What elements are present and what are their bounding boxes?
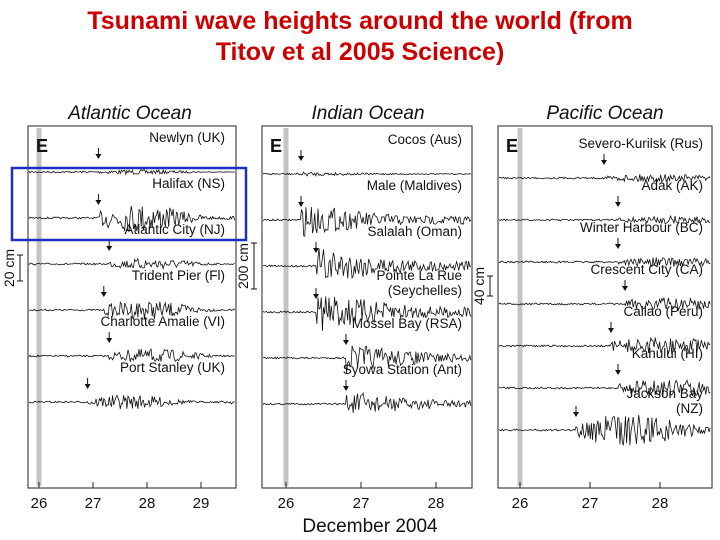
panel-frame bbox=[497, 125, 713, 489]
highlight-box bbox=[10, 166, 248, 242]
series-trace bbox=[498, 297, 711, 312]
panel-title: Atlantic Ocean bbox=[67, 103, 192, 124]
series-trace bbox=[262, 248, 472, 280]
arrival-arrow-head bbox=[622, 286, 628, 291]
series-label: Mossel Bay (RSA) bbox=[352, 316, 462, 331]
series-label: Severo-Kurilsk (Rus) bbox=[578, 136, 703, 151]
series-label: Charlotte Amalie (VI) bbox=[100, 314, 225, 329]
series-label: Adak (AK) bbox=[641, 178, 703, 193]
scale-bar-label: 20 cm bbox=[1, 249, 17, 287]
series-label: Cocos (Aus) bbox=[388, 132, 462, 147]
series-label: Syowa Station (Ant) bbox=[343, 362, 462, 377]
event-marker: E bbox=[506, 136, 518, 156]
series-label: (NZ) bbox=[676, 401, 703, 416]
series-trace bbox=[28, 206, 236, 232]
series-label: Halifax (NS) bbox=[152, 176, 225, 191]
scale-bar-label: 40 cm bbox=[471, 267, 487, 305]
series-trace bbox=[28, 348, 235, 363]
panel-title: Indian Ocean bbox=[311, 103, 424, 124]
slide-title-line-2: Titov et al 2005 Science) bbox=[215, 38, 505, 66]
arrival-arrow-head bbox=[106, 338, 113, 343]
series-trace bbox=[28, 168, 235, 176]
arrival-arrow-head bbox=[84, 384, 91, 389]
series-trace bbox=[263, 171, 472, 177]
series-label: Pointe La Rue bbox=[376, 268, 462, 283]
slide-title: Tsunami wave heights around the world (f… bbox=[0, 6, 720, 68]
arrival-arrow-head bbox=[106, 246, 113, 251]
arrival-arrow-head bbox=[95, 154, 102, 159]
series-trace bbox=[498, 173, 711, 183]
arrival-arrow-head bbox=[615, 244, 621, 249]
series-trace bbox=[28, 394, 235, 409]
panel-frame bbox=[261, 125, 473, 489]
series-label: Port Stanley (UK) bbox=[120, 360, 225, 375]
x-tick-label: 27 bbox=[353, 495, 370, 512]
x-tick-label: 28 bbox=[139, 495, 156, 512]
slide-title-line-1: Tsunami wave heights around the world (f… bbox=[87, 7, 633, 35]
arrival-arrow-head bbox=[313, 294, 319, 299]
series-label: Kahului (HI) bbox=[632, 346, 703, 361]
arrival-arrow-head bbox=[313, 248, 319, 253]
panel-frame bbox=[27, 125, 237, 489]
series-label: Trident Pier (Fl) bbox=[132, 268, 225, 283]
series-label: Winter Harbour (BC) bbox=[580, 220, 703, 235]
x-tick-label: 28 bbox=[428, 495, 445, 512]
x-axis-label: December 2004 bbox=[302, 516, 438, 537]
x-tick-label: 28 bbox=[652, 495, 669, 512]
series-trace bbox=[262, 206, 472, 237]
series-label: Callao (Peru) bbox=[623, 304, 703, 319]
x-tick-label: 27 bbox=[85, 495, 102, 512]
arrival-arrow-head bbox=[608, 328, 614, 333]
series-trace bbox=[28, 301, 235, 321]
arrival-arrow-head bbox=[343, 340, 349, 345]
arrival-arrow-head bbox=[95, 200, 102, 205]
series-label: Atlantic City (NJ) bbox=[124, 222, 225, 237]
series-label: Male (Maldives) bbox=[367, 178, 462, 193]
series-trace bbox=[28, 257, 235, 271]
arrival-arrow-head bbox=[343, 386, 349, 391]
series-trace bbox=[498, 214, 711, 225]
panel-title: Pacific Ocean bbox=[546, 103, 663, 124]
arrival-arrow-head bbox=[100, 292, 107, 297]
x-tick-label: 27 bbox=[582, 495, 599, 512]
series-label: Salalah (Oman) bbox=[367, 224, 462, 239]
event-marker: E bbox=[270, 136, 282, 156]
series-label: Newlyn (UK) bbox=[149, 130, 225, 145]
x-tick-label: 26 bbox=[512, 495, 529, 512]
arrival-arrow-head bbox=[615, 202, 621, 207]
series-trace bbox=[498, 336, 711, 356]
series-trace bbox=[498, 414, 711, 446]
series-trace bbox=[262, 345, 472, 373]
scale-bar-label: 200 cm bbox=[235, 243, 251, 289]
series-label: Crescent City (CA) bbox=[590, 262, 703, 277]
x-tick-label: 26 bbox=[31, 495, 48, 512]
series-trace bbox=[498, 257, 711, 268]
arrival-arrow-head bbox=[298, 156, 304, 161]
series-trace bbox=[498, 379, 711, 397]
series-label: (Seychelles) bbox=[388, 283, 462, 298]
x-tick-label: 26 bbox=[278, 495, 295, 512]
arrival-arrow-head bbox=[573, 412, 579, 417]
series-trace bbox=[262, 296, 472, 332]
x-tick-label: 29 bbox=[193, 495, 210, 512]
arrival-arrow-head bbox=[615, 370, 621, 375]
series-trace bbox=[262, 392, 472, 413]
arrival-arrow-head bbox=[601, 160, 607, 165]
event-marker: E bbox=[36, 136, 48, 156]
arrival-arrow-head bbox=[298, 202, 304, 207]
series-label: Jackson Bay bbox=[626, 386, 703, 401]
